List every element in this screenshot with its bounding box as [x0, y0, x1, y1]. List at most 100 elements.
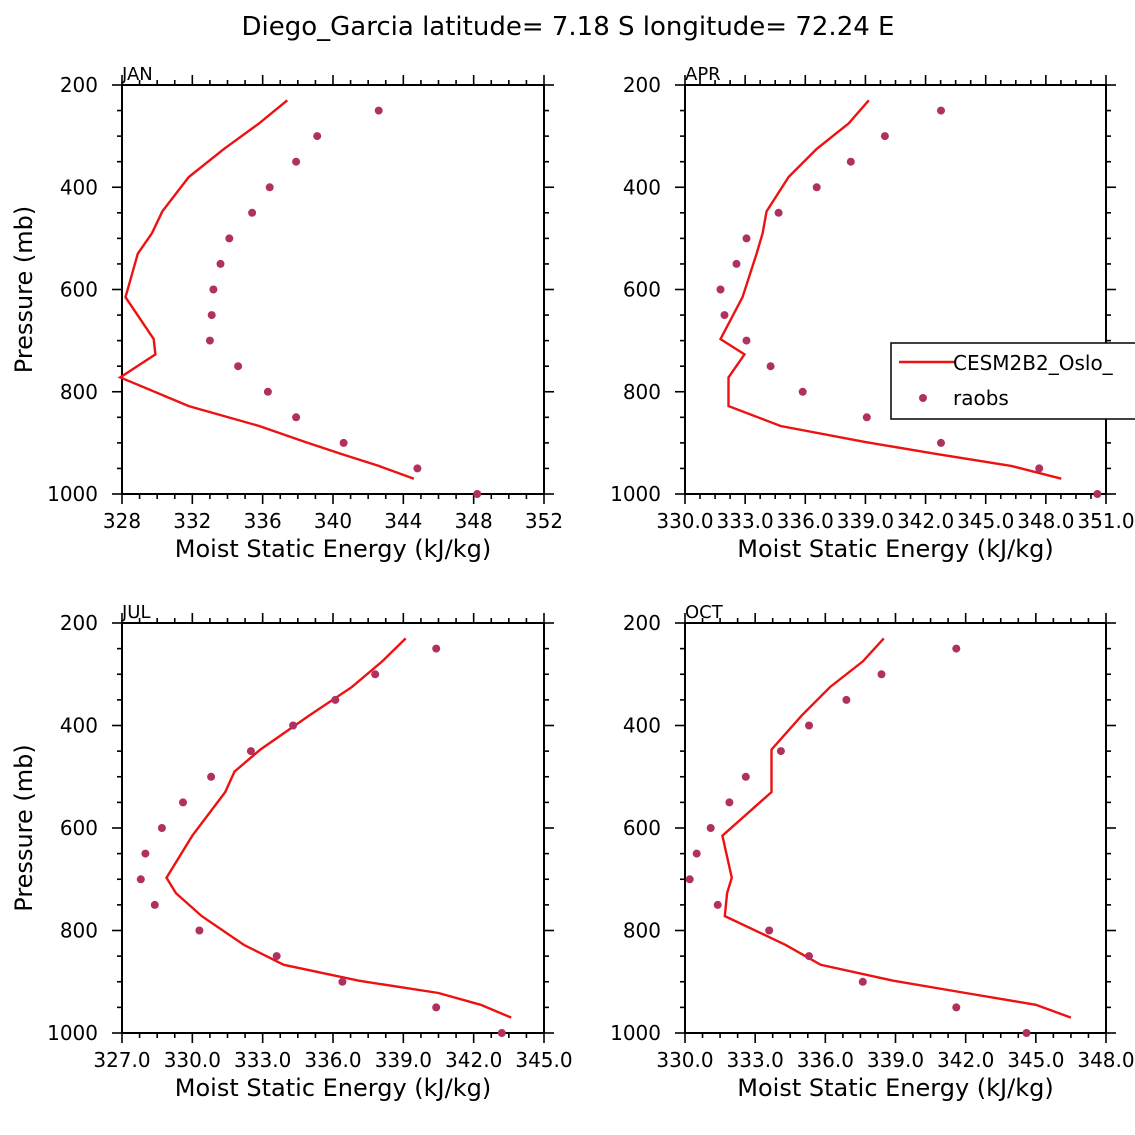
y-tick-label: 1000: [610, 482, 661, 506]
obs-point: [248, 208, 257, 217]
x-tick-label: 330.0: [164, 1048, 221, 1072]
obs-point: [157, 824, 166, 832]
y-tick-label: 600: [60, 278, 98, 302]
y-tick-label: 600: [60, 816, 98, 840]
y-tick-label: 1000: [610, 1021, 661, 1045]
x-tick-label: 342.0: [937, 1048, 994, 1072]
x-tick-label: 340: [314, 509, 352, 533]
y-tick-label: 600: [623, 816, 661, 840]
obs-point: [798, 387, 807, 396]
obs-point: [205, 336, 214, 345]
obs-point: [289, 721, 298, 730]
y-tick-label: 1000: [47, 482, 98, 506]
x-tick-label: 333.0: [234, 1048, 291, 1072]
obs-point: [877, 670, 886, 679]
x-tick-label: 342.0: [445, 1048, 502, 1072]
obs-point: [141, 849, 150, 858]
x-tick-label: 332: [173, 509, 211, 533]
obs-point: [292, 413, 301, 422]
x-tick-label: 333.0: [727, 1048, 784, 1072]
obs-point: [207, 772, 216, 781]
obs-point: [338, 977, 347, 986]
x-tick-label: 345.0: [1007, 1048, 1064, 1072]
obs-point: [209, 285, 218, 294]
legend-box: [890, 342, 1135, 420]
obs-point: [765, 926, 774, 935]
obs-point: [842, 695, 851, 704]
obs-point: [805, 721, 813, 730]
y-tick-label: 400: [60, 175, 98, 199]
figure-title: Diego_Garcia latitude= 7.18 S longitude=…: [242, 12, 895, 42]
panel-label: OCT: [685, 602, 724, 623]
obs-point: [225, 234, 234, 243]
x-tick-label: 342.0: [897, 509, 954, 533]
obs-point: [339, 438, 348, 447]
obs-point: [692, 849, 701, 858]
legend-model-label: CESM2B2_Oslo_: [953, 351, 1114, 375]
obs-point: [685, 875, 694, 884]
model-series-line: [117, 99, 415, 480]
x-tick-label: 348: [455, 509, 493, 533]
y-tick-label: 400: [623, 175, 661, 199]
y-tick-label: 200: [623, 73, 661, 97]
x-axis-title: Moist Static Energy (kJ/kg): [175, 1074, 491, 1102]
x-tick-label: 339.0: [837, 509, 894, 533]
model-series-line: [165, 637, 512, 1019]
x-tick-label: 336: [244, 509, 282, 533]
y-tick-label: 800: [60, 919, 98, 943]
obs-point: [374, 106, 383, 115]
y-tick-label: 200: [60, 611, 98, 635]
plot-frame: [121, 622, 545, 1034]
y-axis-title: Pressure (mb): [10, 744, 38, 911]
x-tick-label: 348.0: [1077, 1048, 1134, 1072]
x-tick-label: 330.0: [656, 1048, 713, 1072]
obs-point: [706, 824, 715, 832]
obs-point: [858, 977, 867, 986]
obs-point: [331, 695, 340, 704]
legend-obs-swatch: [919, 394, 927, 402]
obs-point: [136, 875, 145, 884]
obs-point: [846, 157, 855, 166]
x-tick-label: 327.0: [93, 1048, 150, 1072]
obs-point: [234, 362, 243, 371]
obs-point: [432, 1003, 441, 1012]
obs-point: [473, 490, 482, 498]
y-tick-label: 1000: [47, 1021, 98, 1045]
obs-point: [952, 1003, 961, 1012]
obs-point: [812, 183, 821, 192]
obs-point: [179, 798, 187, 807]
plot-frame: [684, 622, 1107, 1034]
obs-point: [880, 132, 889, 141]
panel-jul: JUL 327.0 330.0 333.0 336.0 339.0 342.0 345.0 20…: [10, 602, 573, 1102]
legend-obs-label: raobs: [953, 386, 1009, 410]
obs-point: [937, 106, 945, 115]
x-tick-label: 336.0: [304, 1048, 361, 1072]
x-tick-label: 333.0: [717, 509, 774, 533]
obs-point: [432, 644, 441, 653]
obs-point: [766, 362, 775, 371]
obs-point: [862, 413, 871, 422]
obs-point: [742, 336, 751, 345]
plot-frame: [684, 84, 1107, 495]
x-tick-label: 352: [525, 509, 563, 533]
obs-point: [263, 387, 272, 396]
obs-point: [246, 747, 255, 756]
x-tick-label: 345.0: [515, 1048, 572, 1072]
panel-label: JUL: [121, 602, 151, 623]
legend: CESM2B2_Oslo_ raobs: [890, 342, 1135, 420]
x-axis-title: Moist Static Energy (kJ/kg): [175, 535, 491, 563]
obs-point: [732, 259, 741, 268]
obs-point: [1035, 464, 1044, 473]
y-tick-label: 200: [623, 611, 661, 635]
y-tick-label: 800: [623, 380, 661, 404]
obs-point: [150, 900, 159, 909]
obs-point: [313, 132, 322, 141]
obs-point: [716, 285, 725, 294]
y-tick-label: 400: [60, 714, 98, 738]
obs-point: [272, 952, 281, 961]
x-tick-label: 345.0: [957, 509, 1014, 533]
y-tick-label: 800: [60, 380, 98, 404]
obs-point: [1093, 490, 1102, 498]
panel-jan: JAN 328 332 336 340 344 348 352 200 400 600 800 1000…: [10, 64, 563, 563]
